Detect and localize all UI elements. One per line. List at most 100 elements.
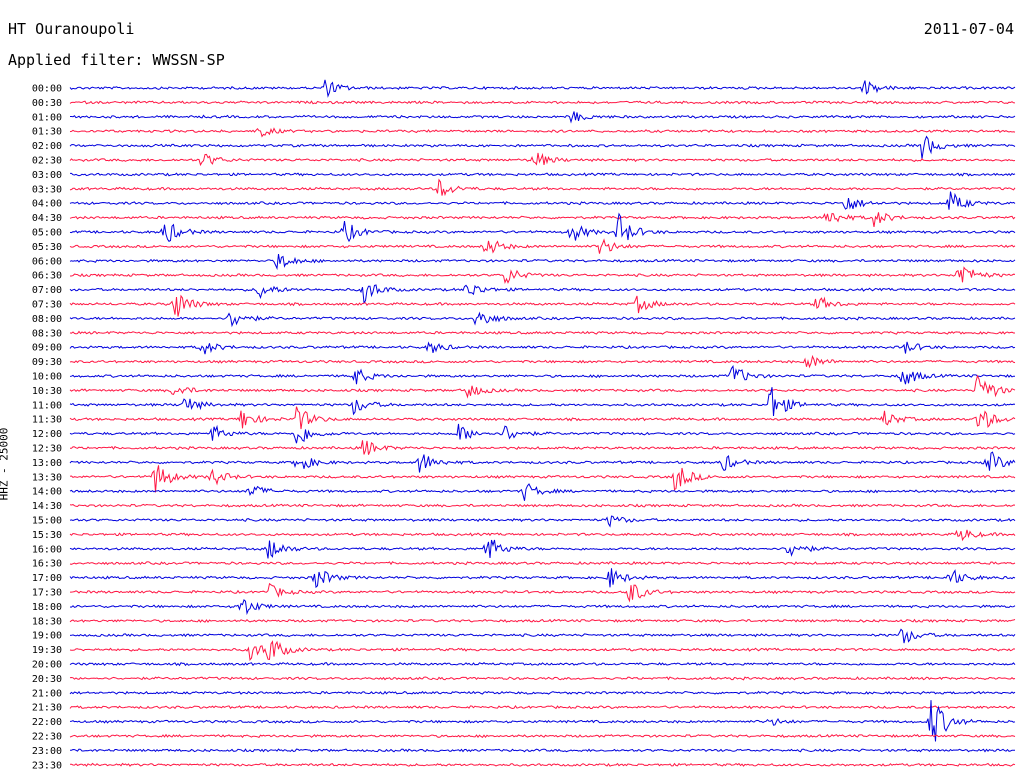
trace-line (69, 311, 1016, 328)
row-time-label: 20:30 (32, 674, 62, 685)
row-time-label: 05:00 (32, 228, 62, 239)
trace-line (69, 127, 1016, 138)
trace-line (69, 733, 1016, 739)
row-time-label: 05:30 (32, 242, 62, 253)
trace-line (69, 423, 1016, 444)
row-time-label: 09:30 (32, 357, 62, 368)
row-time-label: 19:00 (32, 631, 62, 642)
row-time-label: 20:00 (32, 660, 62, 671)
trace-line (69, 238, 1016, 254)
row-time-label: 02:00 (32, 141, 62, 152)
trace-line (70, 266, 1016, 285)
row-time-label: 04:00 (32, 199, 62, 210)
row-time-label: 10:00 (32, 372, 62, 383)
row-time-label: 07:00 (32, 285, 62, 296)
row-time-label: 21:30 (32, 703, 62, 714)
trace-line (69, 451, 1016, 473)
trace-line (69, 294, 1016, 317)
trace-line (69, 598, 1016, 616)
row-time-label: 00:00 (32, 84, 62, 95)
trace-line (69, 700, 1016, 742)
trace-line (69, 628, 1016, 644)
trace-line (69, 330, 1015, 335)
trace-line (69, 529, 1016, 542)
trace-line (69, 284, 1016, 305)
trace-line (69, 465, 1016, 493)
trace-line (69, 406, 1016, 430)
trace-line (69, 100, 1016, 105)
trace-line (69, 661, 1016, 667)
trace-line (69, 354, 1016, 369)
row-time-label: 15:00 (32, 516, 62, 527)
trace-line (69, 503, 1016, 508)
row-time-label: 13:00 (32, 458, 62, 469)
row-time-label: 17:30 (32, 588, 62, 599)
date-label: 2011-07-04 (923, 20, 1014, 38)
row-time-label: 22:00 (32, 717, 62, 728)
trace-line (69, 483, 1016, 501)
trace-line (69, 762, 1016, 767)
row-time-label: 19:30 (32, 645, 62, 656)
trace-line (69, 690, 1016, 695)
row-time-label: 12:00 (32, 429, 62, 440)
row-time-label: 10:30 (32, 386, 62, 397)
trace-line (69, 676, 1016, 681)
trace-line (69, 515, 1016, 528)
row-time-label: 13:30 (32, 472, 62, 483)
trace-line (69, 374, 1016, 399)
row-time-label: 09:00 (32, 343, 62, 354)
trace-line (69, 191, 1016, 210)
row-time-label: 01:30 (32, 127, 62, 138)
row-time-label: 03:30 (32, 184, 62, 195)
trace-line (69, 79, 1016, 98)
row-time-label: 04:30 (32, 213, 62, 224)
station-title: HT Ouranoupoli (8, 20, 135, 38)
row-time-label: 17:00 (32, 573, 62, 584)
row-time-label: 23:30 (32, 760, 62, 771)
trace-line (69, 618, 1016, 623)
filter-label: Applied filter: WWSSN-SP (8, 51, 225, 69)
trace-line (69, 568, 1016, 589)
row-time-label: 16:00 (32, 544, 62, 555)
row-time-label: 15:30 (32, 530, 62, 541)
row-time-label: 08:00 (32, 314, 62, 325)
row-time-label: 14:00 (32, 487, 62, 498)
trace-line (69, 152, 1016, 167)
row-time-label: 14:30 (32, 501, 62, 512)
row-time-label: 23:00 (32, 746, 62, 757)
row-time-label: 11:00 (32, 400, 62, 411)
trace-line (69, 254, 1016, 271)
row-time-label: 22:30 (32, 732, 62, 743)
trace-line (70, 582, 1016, 603)
trace-line (69, 341, 1016, 355)
row-time-label: 00:30 (32, 98, 62, 109)
row-time-label: 07:30 (32, 300, 62, 311)
trace-line (69, 364, 1016, 385)
trace-line (69, 539, 1016, 559)
row-time-label: 01:00 (32, 112, 62, 123)
trace-line (69, 212, 1016, 243)
row-time-label: 08:30 (32, 328, 62, 339)
row-time-label: 16:30 (32, 559, 62, 570)
trace-line (69, 640, 1016, 662)
row-time-label: 02:30 (32, 156, 62, 167)
row-time-label: 06:30 (32, 271, 62, 282)
trace-line (70, 440, 1016, 455)
trace-line (69, 135, 1016, 159)
row-time-label: 21:00 (32, 688, 62, 699)
row-time-label: 12:30 (32, 444, 62, 455)
row-time-label: 18:00 (32, 602, 62, 613)
row-time-label: 11:30 (32, 415, 62, 426)
trace-line (70, 111, 1016, 124)
trace-line (69, 178, 1016, 197)
trace-line (69, 387, 1016, 417)
trace-line (70, 172, 1016, 177)
row-time-label: 06:00 (32, 256, 62, 267)
trace-line (70, 748, 1015, 753)
trace-line (69, 561, 1016, 566)
row-time-label: 03:00 (32, 170, 62, 181)
trace-line (69, 704, 1016, 710)
trace-line (69, 212, 1016, 227)
row-time-label: 18:30 (32, 616, 62, 627)
